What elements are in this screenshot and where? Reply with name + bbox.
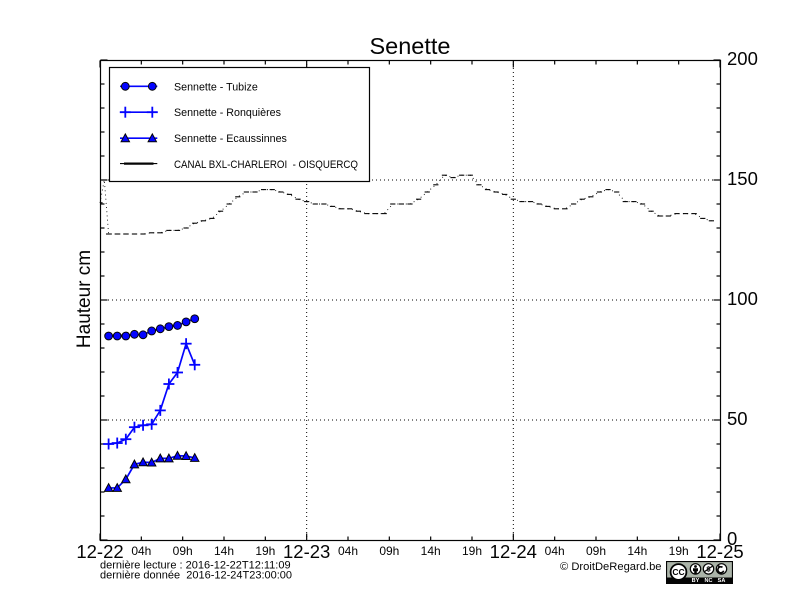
- svg-text:Sennette - Ronquières: Sennette - Ronquières: [174, 107, 281, 119]
- svg-text:200: 200: [727, 48, 758, 69]
- svg-text:14h: 14h: [421, 544, 441, 558]
- svg-text:12-23: 12-23: [283, 541, 330, 562]
- svg-text:19h: 19h: [462, 544, 482, 558]
- svg-text:14h: 14h: [627, 544, 647, 558]
- svg-text:BY: BY: [692, 578, 700, 584]
- svg-text:SA: SA: [718, 578, 726, 584]
- svg-text:CANAL BXL-CHARLEROI - OISQUER: CANAL BXL-CHARLEROI - OISQUERCQ: [174, 159, 358, 171]
- svg-text:0: 0: [727, 528, 737, 549]
- svg-text:150: 150: [727, 168, 758, 189]
- svg-text:09h: 09h: [173, 544, 193, 558]
- svg-text:14h: 14h: [214, 544, 234, 558]
- svg-text:Sennette - Ecaussinnes: Sennette - Ecaussinnes: [174, 133, 287, 145]
- svg-text:09h: 09h: [586, 544, 606, 558]
- svg-text:04h: 04h: [338, 544, 358, 558]
- svg-text:Sennette - Tubize: Sennette - Tubize: [174, 81, 258, 93]
- svg-text:12-22: 12-22: [76, 541, 123, 562]
- svg-text:09h: 09h: [379, 544, 399, 558]
- svg-text:04h: 04h: [131, 544, 151, 558]
- svg-text:© DroitDeRegard.be: © DroitDeRegard.be: [560, 561, 662, 573]
- svg-text:dernière lecture : 2016-12-22T: dernière lecture : 2016-12-22T12:11:09: [100, 560, 291, 572]
- svg-text:19h: 19h: [255, 544, 275, 558]
- svg-text:dernière donnée 2016-12-24T23: dernière donnée 2016-12-24T23:00:00: [100, 570, 292, 582]
- svg-text:04h: 04h: [545, 544, 565, 558]
- svg-text:50: 50: [727, 408, 748, 429]
- svg-text:12-24: 12-24: [490, 541, 537, 562]
- svg-text:Hauteur cm: Hauteur cm: [74, 250, 95, 348]
- svg-text:100: 100: [727, 288, 758, 309]
- svg-text:19h: 19h: [669, 544, 689, 558]
- svg-text:12-25: 12-25: [696, 541, 743, 562]
- svg-text:NC: NC: [705, 578, 713, 584]
- svg-text:CC: CC: [672, 567, 684, 577]
- svg-text:Senette: Senette: [369, 33, 450, 59]
